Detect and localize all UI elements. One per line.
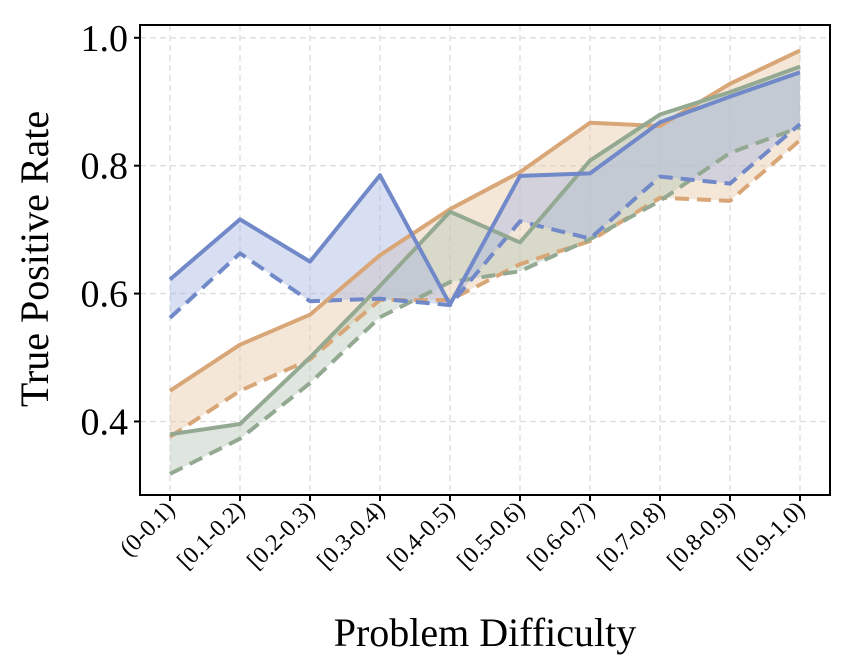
x-tick-label: [0.8-0.9) — [662, 497, 740, 575]
band-blue — [170, 72, 800, 318]
x-tick-label: [0.5-0.6) — [452, 497, 530, 575]
grid — [140, 25, 830, 495]
band-green — [170, 66, 800, 474]
y-axis-title: True Positive Rate — [12, 111, 57, 407]
series-lines — [168, 48, 802, 476]
y-tick-label: 0.6 — [81, 274, 129, 316]
y-axis: 0.4 0.6 0.8 1.0 — [81, 18, 140, 443]
series-green-solid-line — [169, 64, 801, 437]
x-axis-title: Problem Difficulty — [334, 610, 637, 655]
series-blue-dashed-line — [168, 122, 802, 320]
plot-frame — [139, 24, 831, 496]
y-tick-label: 0.4 — [81, 401, 129, 443]
x-tick-label: [0.7-0.8) — [592, 497, 670, 575]
x-tick-label: [0.6-0.7) — [522, 497, 600, 575]
series-green-dashed-line — [169, 125, 801, 476]
x-tick-label: [0.3-0.4) — [312, 497, 390, 575]
x-tick-label: [0.9-1.0) — [732, 497, 810, 575]
y-tick-label: 1.0 — [81, 18, 129, 60]
x-tick-label: [0.2-0.3) — [242, 497, 320, 575]
x-tick-label: [0.1-0.2) — [172, 497, 250, 575]
x-tick-label: [0.4-0.5) — [382, 497, 460, 575]
x-axis: (0-0.1)[0.1-0.2)[0.2-0.3)[0.3-0.4)[0.4-0… — [115, 495, 810, 575]
x-tick-label: (0-0.1) — [115, 497, 180, 562]
series-blue-solid-line — [168, 70, 801, 307]
series-orange-dashed-line — [168, 138, 802, 439]
y-tick-label: 0.8 — [81, 146, 129, 188]
